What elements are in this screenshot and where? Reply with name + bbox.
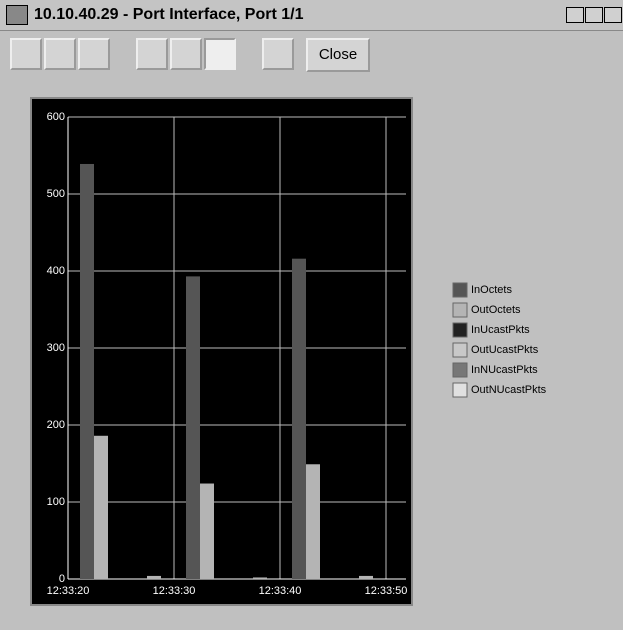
maximize-button[interactable]: [585, 7, 603, 23]
y-tick-label: 200: [47, 419, 65, 431]
bar: [94, 435, 108, 579]
legend-swatch: [452, 362, 468, 378]
toolbar-button[interactable]: [10, 38, 42, 70]
y-tick-label: 400: [47, 265, 65, 277]
x-tick-label: 12:33:50: [365, 585, 408, 597]
bar: [292, 258, 306, 579]
legend-swatch: [452, 322, 468, 338]
legend-swatch: [452, 342, 468, 358]
y-tick-label: 100: [47, 496, 65, 508]
toolbar-button[interactable]: [170, 38, 202, 70]
minimize-button[interactable]: [566, 7, 584, 23]
toolbar-button[interactable]: [136, 38, 168, 70]
legend-label: OutNUcastPkts: [471, 384, 547, 396]
y-tick-label: 500: [47, 188, 65, 200]
toolbar-button[interactable]: [204, 38, 236, 70]
x-tick-label: 12:33:40: [259, 585, 302, 597]
bar: [147, 575, 161, 579]
title-bar: 10.10.40.29 - Port Interface, Port 1/1: [0, 0, 623, 31]
legend-swatch: [452, 302, 468, 318]
legend-label: OutUcastPkts: [471, 344, 539, 356]
bar: [186, 276, 200, 579]
print-button[interactable]: [262, 38, 294, 70]
bar: [359, 575, 373, 579]
window-close-button[interactable]: [604, 7, 622, 23]
bar: [306, 464, 320, 579]
toolbar-button[interactable]: [78, 38, 110, 70]
bar: [80, 163, 94, 579]
y-tick-label: 300: [47, 342, 65, 354]
legend-label: OutOctets: [471, 304, 521, 316]
legend-label: InOctets: [471, 284, 512, 296]
legend-swatch: [452, 382, 468, 398]
legend-label: InUcastPkts: [471, 324, 530, 336]
x-tick-label: 12:33:30: [153, 585, 196, 597]
bar: [200, 483, 214, 579]
toolbar-button[interactable]: [44, 38, 76, 70]
app-icon: [6, 5, 28, 25]
close-button[interactable]: Close: [306, 38, 370, 72]
bar: [253, 577, 267, 579]
y-tick-label: 600: [47, 111, 65, 123]
y-tick-label: 0: [59, 573, 65, 585]
window-title: 10.10.40.29 - Port Interface, Port 1/1: [34, 6, 304, 23]
x-tick-label: 12:33:20: [47, 585, 90, 597]
legend-label: InNUcastPkts: [471, 364, 538, 376]
legend-swatch: [452, 282, 468, 298]
